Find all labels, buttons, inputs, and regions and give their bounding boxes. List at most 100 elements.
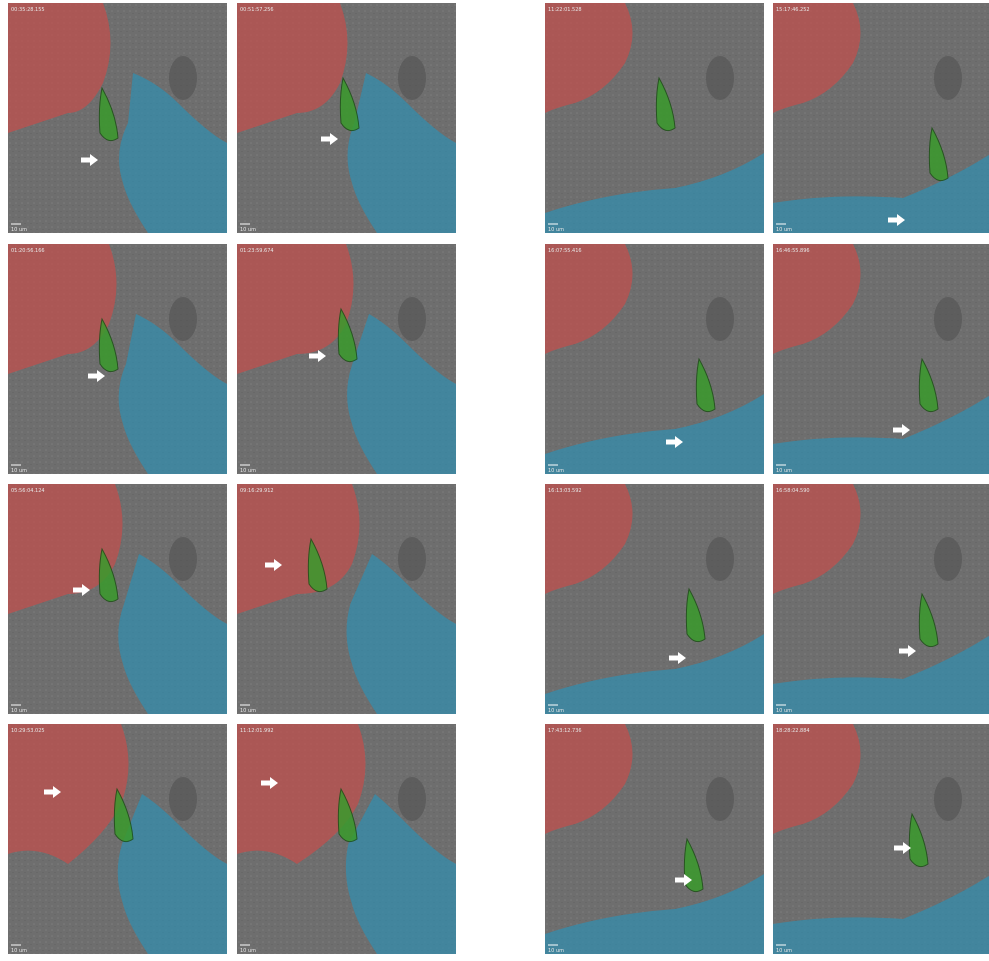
timestamp: 16:13:03.592 [548,488,582,494]
timestamp: 11:22:01.528 [548,7,582,13]
red-cell [237,3,348,133]
panel-image: 11:22:01.528 10 um [545,3,764,233]
timestamp: 16:46:55.896 [776,248,810,254]
panel-image: 17:43:12.736 10 um [545,724,764,954]
scale-label: 10 um [776,227,792,233]
arrow [44,786,61,798]
red-cell [545,484,633,594]
panel-image: 18:28:22.884 10 um [773,724,989,954]
green-cell [928,126,949,182]
arrow [261,777,278,789]
timestamp: 17:43:12.736 [548,728,582,734]
green-cell [98,86,119,142]
timestamp: 16:07:55.416 [548,248,582,254]
blue-cell [347,314,456,474]
dark-patch [169,537,197,581]
blue-cell [118,314,227,474]
arrow [265,559,282,571]
panel-image: 01:20:56.166 10 um [8,244,227,474]
dark-patch [398,297,426,341]
scale-label: 10 um [11,227,27,233]
blue-cell [773,395,989,474]
timestamp: 00:35:28.155 [11,7,45,13]
blue-cell [545,874,764,954]
arrow [88,370,105,382]
blue-cell [347,73,456,233]
green-cell [918,592,939,648]
dark-patch [706,537,734,581]
timestamp: 09:16:29.912 [240,488,274,494]
timestamp: 01:20:56.166 [11,248,45,254]
dark-patch [169,297,197,341]
blue-cell [346,554,456,714]
green-cell [339,76,360,132]
blue-cell [117,794,227,954]
panel-image: 01:23:59.674 10 um [237,244,456,474]
arrow [321,133,338,145]
panel: 10:29:53.025 10 um [8,724,227,954]
panel-image: 16:46:55.896 10 um [773,244,989,474]
scale-label: 10 um [240,227,256,233]
scale-label: 10 um [548,948,564,954]
dark-patch [706,56,734,100]
scale-label: 10 um [240,708,256,714]
green-cell [685,587,706,643]
red-cell [545,244,633,354]
green-cell [98,547,119,603]
timestamp: 18:28:22.884 [776,728,810,734]
dark-patch [934,537,962,581]
green-cell [655,76,676,132]
green-cell [918,357,939,413]
scale-label: 10 um [240,468,256,474]
panel-image: 09:16:29.912 10 um [237,484,456,714]
green-cell [98,317,119,373]
panel-image: 16:13:03.592 10 um [545,484,764,714]
panel: 01:20:56.166 10 um [8,244,227,474]
red-cell [8,484,123,614]
panel: 15:17:46.252 10 um [773,3,989,233]
timestamp: 05:56:04.124 [11,488,45,494]
red-cell [8,244,117,374]
panel-image: 00:51:57.256 10 um [237,3,456,233]
red-cell [773,724,861,834]
red-cell [8,724,129,864]
dark-patch [934,56,962,100]
scale-label: 10 um [11,468,27,474]
arrow [893,424,910,436]
panel: 00:35:28.155 10 um [8,3,227,233]
panel: 09:16:29.912 10 um [237,484,456,714]
arrow [666,436,683,448]
scale-label: 10 um [240,948,256,954]
panel: 16:58:04.590 10 um [773,484,989,714]
arrow [888,214,905,226]
panel: 16:46:55.896 10 um [773,244,989,474]
arrow [669,652,686,664]
panel-image: 05:56:04.124 10 um [8,484,227,714]
arrow [894,842,911,854]
arrow [899,645,916,657]
timestamp: 15:17:46.252 [776,7,810,13]
blue-cell [119,73,227,233]
dark-patch [934,297,962,341]
dark-patch [398,56,426,100]
panel-image: 00:35:28.155 10 um [8,3,227,233]
blue-cell [773,875,989,954]
red-cell [773,244,861,354]
red-cell [237,484,360,614]
panel: 11:12:01.992 10 um [237,724,456,954]
red-cell [237,724,366,864]
arrow [309,350,326,362]
scale-label: 10 um [776,708,792,714]
panel: 11:22:01.528 10 um [545,3,764,233]
timestamp: 00:51:57.256 [240,7,274,13]
panel: 17:43:12.736 10 um [545,724,764,954]
dark-patch [169,56,197,100]
blue-cell [545,153,764,233]
blue-cell [773,154,989,233]
panel-image: 11:12:01.992 10 um [237,724,456,954]
red-cell [773,484,861,594]
green-cell [337,307,358,363]
timestamp: 10:29:53.025 [11,728,45,734]
green-cell [113,787,134,843]
